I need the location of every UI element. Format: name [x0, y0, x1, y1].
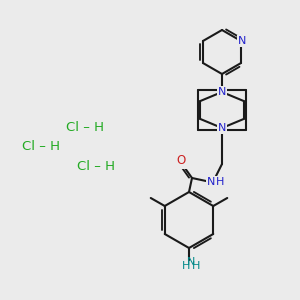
Text: N: N [218, 123, 226, 133]
Text: H: H [182, 261, 190, 271]
Text: Cl – H: Cl – H [77, 160, 115, 173]
Text: N: N [207, 177, 215, 187]
Text: Cl – H: Cl – H [67, 121, 104, 134]
Text: Cl – H: Cl – H [22, 140, 59, 154]
Text: N: N [238, 36, 246, 46]
Text: H: H [216, 177, 224, 187]
Text: O: O [176, 154, 186, 167]
Text: N: N [218, 87, 226, 97]
Text: N: N [187, 257, 195, 267]
Text: H: H [192, 261, 200, 271]
